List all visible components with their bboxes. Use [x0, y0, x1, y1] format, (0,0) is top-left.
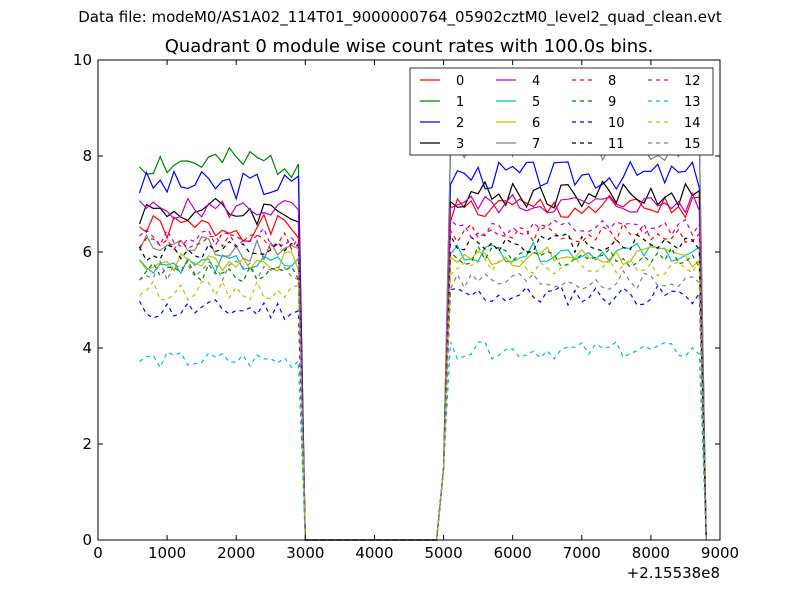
series-line-10 [138, 284, 707, 541]
x-tick-label: 3000 [286, 544, 324, 562]
legend-label-13: 13 [684, 95, 701, 110]
series-line-3 [138, 180, 707, 541]
legend-label-12: 12 [684, 74, 701, 89]
series-line-11 [138, 232, 707, 541]
legend-label-15: 15 [684, 137, 701, 152]
legend-label-11: 11 [608, 137, 625, 152]
legend-label-14: 14 [684, 116, 701, 131]
legend-label-4: 4 [532, 74, 540, 89]
x-tick-label: 8000 [632, 544, 670, 562]
y-tick-label: 4 [82, 339, 92, 357]
x-tick-label: 6000 [494, 544, 532, 562]
legend-label-6: 6 [532, 116, 540, 131]
series-line-8 [139, 222, 707, 541]
y-tick-label: 6 [82, 243, 92, 261]
figure-supertitle: Data file: modeM0/AS1A02_114T01_90000007… [78, 8, 722, 26]
y-tick-label: 8 [82, 147, 92, 165]
x-tick-label: 4000 [355, 544, 393, 562]
series-line-13 [139, 340, 707, 541]
plot-title: Quadrant 0 module wise count rates with … [164, 36, 654, 57]
series-layer [138, 123, 707, 541]
tick-layer: 0 1000 2000 3000 4000 5000 6000 7000 8000 9000 0 2 4… [73, 51, 739, 562]
legend-label-0: 0 [456, 74, 464, 89]
series-line-4 [139, 192, 707, 541]
legend-box [409, 67, 714, 156]
legend-label-2: 2 [456, 116, 464, 131]
x-tick-label: 7000 [563, 544, 601, 562]
series-line-1 [139, 123, 707, 541]
legend-label-9: 9 [608, 95, 616, 110]
x-tick-label: 2000 [217, 544, 255, 562]
legend-label-5: 5 [532, 95, 540, 110]
axes-frame [97, 59, 721, 541]
series-line-9 [139, 244, 707, 541]
legend-label-7: 7 [532, 137, 540, 152]
series-line-2 [138, 160, 707, 541]
legend-label-1: 1 [456, 95, 464, 110]
y-tick-label: 2 [82, 435, 92, 453]
legend-label-3: 3 [456, 137, 464, 152]
y-tick-label: 10 [73, 51, 92, 69]
x-axis-offset-label: +2.15538e8 [627, 564, 720, 582]
series-line-7 [138, 132, 707, 541]
x-tick-label: 9000 [701, 544, 739, 562]
series-line-15 [139, 259, 707, 541]
legend-label-10: 10 [608, 116, 625, 131]
y-tick-label: 0 [82, 531, 92, 549]
series-line-5 [139, 240, 707, 541]
x-tick-label: 1000 [148, 544, 186, 562]
x-tick-label: 5000 [424, 544, 462, 562]
series-line-14 [139, 255, 707, 541]
x-tick-label: 0 [93, 544, 103, 562]
legend-label-8: 8 [608, 74, 616, 89]
